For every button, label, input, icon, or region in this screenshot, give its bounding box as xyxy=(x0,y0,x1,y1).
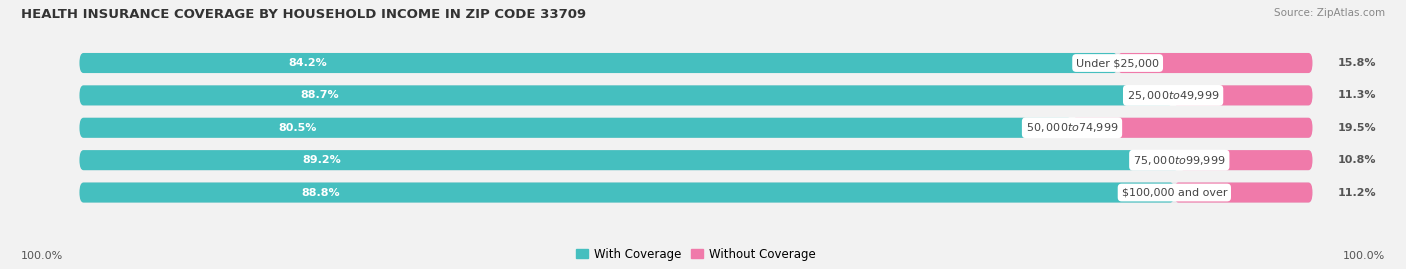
FancyBboxPatch shape xyxy=(1071,118,1312,138)
FancyBboxPatch shape xyxy=(80,150,1312,170)
Text: 89.2%: 89.2% xyxy=(302,155,340,165)
Text: Under $25,000: Under $25,000 xyxy=(1076,58,1159,68)
Text: 88.8%: 88.8% xyxy=(301,187,340,197)
FancyBboxPatch shape xyxy=(1180,150,1312,170)
FancyBboxPatch shape xyxy=(80,118,1312,138)
FancyBboxPatch shape xyxy=(80,53,1118,73)
FancyBboxPatch shape xyxy=(80,85,1173,105)
Text: 100.0%: 100.0% xyxy=(1343,251,1385,261)
FancyBboxPatch shape xyxy=(80,182,1174,203)
Text: 84.2%: 84.2% xyxy=(288,58,328,68)
FancyBboxPatch shape xyxy=(80,85,1312,105)
Text: 11.3%: 11.3% xyxy=(1339,90,1376,100)
FancyBboxPatch shape xyxy=(80,118,1071,138)
Text: 10.8%: 10.8% xyxy=(1339,155,1376,165)
FancyBboxPatch shape xyxy=(80,150,1180,170)
Text: $50,000 to $74,999: $50,000 to $74,999 xyxy=(1026,121,1118,134)
Text: Source: ZipAtlas.com: Source: ZipAtlas.com xyxy=(1274,8,1385,18)
Legend: With Coverage, Without Coverage: With Coverage, Without Coverage xyxy=(572,243,820,265)
FancyBboxPatch shape xyxy=(80,182,1312,203)
Text: $25,000 to $49,999: $25,000 to $49,999 xyxy=(1126,89,1219,102)
Text: 80.5%: 80.5% xyxy=(278,123,316,133)
Text: 19.5%: 19.5% xyxy=(1339,123,1376,133)
FancyBboxPatch shape xyxy=(1173,85,1312,105)
FancyBboxPatch shape xyxy=(1174,182,1312,203)
Text: HEALTH INSURANCE COVERAGE BY HOUSEHOLD INCOME IN ZIP CODE 33709: HEALTH INSURANCE COVERAGE BY HOUSEHOLD I… xyxy=(21,8,586,21)
Text: $100,000 and over: $100,000 and over xyxy=(1122,187,1227,197)
FancyBboxPatch shape xyxy=(80,53,1312,73)
Text: 88.7%: 88.7% xyxy=(301,90,339,100)
Text: $75,000 to $99,999: $75,000 to $99,999 xyxy=(1133,154,1226,167)
Text: 100.0%: 100.0% xyxy=(21,251,63,261)
Text: 11.2%: 11.2% xyxy=(1339,187,1376,197)
Text: 15.8%: 15.8% xyxy=(1339,58,1376,68)
FancyBboxPatch shape xyxy=(1118,53,1312,73)
